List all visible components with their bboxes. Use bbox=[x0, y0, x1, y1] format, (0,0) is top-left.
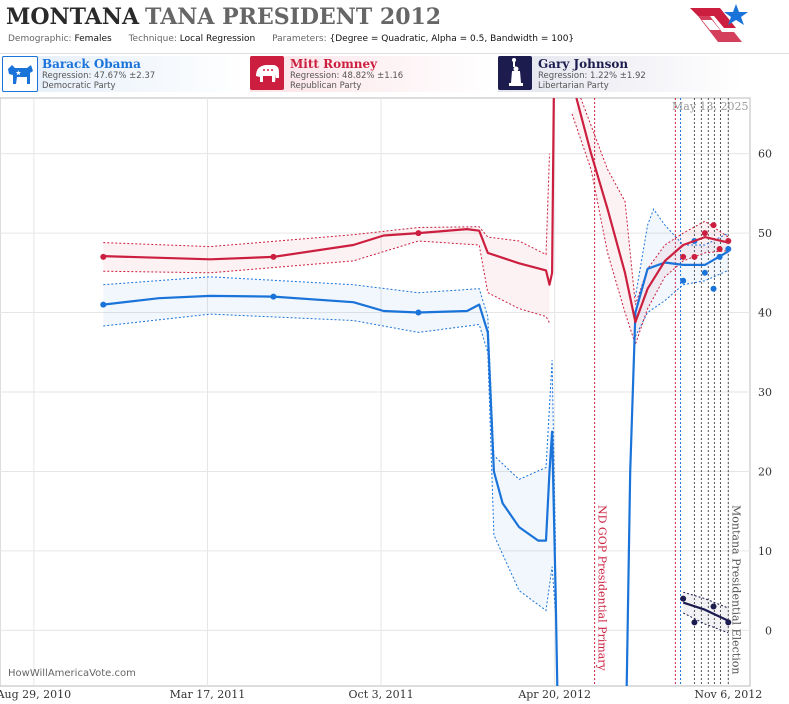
data-point-gary-johnson bbox=[691, 619, 698, 626]
candidate-party: Democratic Party bbox=[42, 81, 116, 91]
data-point-barack-obama bbox=[716, 253, 723, 260]
x-tick-label: Mar 17, 2011 bbox=[170, 688, 246, 701]
parameters-line: Demographic: Females Technique: Local Re… bbox=[8, 34, 588, 44]
series-line-gary-johnson bbox=[682, 601, 729, 622]
series-line-barack-obama bbox=[625, 250, 729, 686]
band-lower bbox=[682, 612, 729, 634]
confidence-band bbox=[683, 592, 729, 633]
data-point-barack-obama bbox=[725, 245, 732, 252]
x-tick-label: Apr 20, 2012 bbox=[517, 688, 591, 701]
data-point-mitt-romney bbox=[691, 253, 698, 260]
title-state: MONTANA bbox=[6, 4, 140, 30]
candidate-name: Mitt Romney bbox=[290, 57, 378, 71]
legend-obama[interactable]: Barack Obama Regression: 47.67% ±2.37 De… bbox=[2, 56, 247, 92]
y-tick-label: 20 bbox=[758, 465, 772, 478]
demographic-label: Demographic: bbox=[8, 34, 72, 44]
y-tick-label: 50 bbox=[758, 227, 772, 240]
data-point-mitt-romney bbox=[100, 253, 107, 260]
data-point-gary-johnson bbox=[680, 595, 687, 602]
y-tick-label: 40 bbox=[758, 307, 772, 320]
legend-johnson[interactable]: Gary Johnson Regression: 1.22% ±1.92 Lib… bbox=[498, 56, 743, 92]
plot-content bbox=[100, 98, 732, 686]
series-line-mitt-romney bbox=[575, 98, 729, 324]
data-point-mitt-romney bbox=[716, 245, 723, 252]
data-point-mitt-romney bbox=[270, 253, 277, 260]
candidate-name: Barack Obama bbox=[42, 57, 141, 71]
elephant-icon bbox=[250, 56, 284, 90]
candidate-party: Republican Party bbox=[290, 81, 362, 91]
confidence-band bbox=[103, 276, 556, 615]
event-label: Montana Presidential Election bbox=[729, 505, 742, 674]
technique-label: Technique: bbox=[128, 34, 177, 44]
watermark: HowWillAmericaVote.com bbox=[8, 668, 136, 679]
band-upper bbox=[580, 98, 729, 305]
header: MONTANA TANA PRESIDENT 2012 Demographic: … bbox=[0, 0, 789, 50]
candidate-regression: Regression: 47.67% ±2.37 bbox=[42, 71, 156, 81]
donkey-icon bbox=[2, 56, 38, 92]
x-tick-label: Oct 3, 2011 bbox=[349, 688, 414, 701]
data-point-barack-obama bbox=[100, 301, 107, 308]
y-tick-label: 30 bbox=[758, 386, 772, 399]
band-upper bbox=[103, 153, 550, 256]
legend-romney[interactable]: Mitt Romney Regression: 48.82% ±1.16 Rep… bbox=[250, 56, 495, 92]
data-point-mitt-romney bbox=[725, 238, 732, 245]
band-lower bbox=[103, 240, 550, 324]
candidate-regression: Regression: 1.22% ±1.92 bbox=[538, 71, 646, 81]
data-point-mitt-romney bbox=[415, 230, 422, 237]
data-point-mitt-romney bbox=[680, 253, 687, 260]
parameters-value: {Degree = Quadratic, Alpha = 0.5, Bandwi… bbox=[329, 34, 575, 44]
grid: 0 10 20 30 40 50 60 Aug 29, 2010 Mar 17, 2011 Oct… bbox=[0, 98, 772, 701]
confidence-band bbox=[103, 153, 550, 323]
candidate-legend: Barack Obama Regression: 47.67% ±2.37 De… bbox=[0, 53, 789, 94]
poll-chart: 0 10 20 30 40 50 60 Aug 29, 2010 Mar 17, 2011 Oct… bbox=[0, 97, 772, 701]
band-upper bbox=[634, 208, 729, 297]
parameters-label: Parameters: bbox=[272, 34, 327, 44]
data-point-gary-johnson bbox=[710, 603, 717, 610]
data-point-barack-obama bbox=[701, 269, 708, 276]
statue-of-liberty-icon bbox=[498, 56, 532, 90]
x-tick-label: Aug 29, 2010 bbox=[0, 688, 71, 701]
x-tick-label: Nov 6, 2012 bbox=[694, 688, 762, 701]
data-point-mitt-romney bbox=[710, 222, 717, 229]
page-title: MONTANA TANA PRESIDENT 2012 bbox=[6, 4, 441, 30]
y-tick-label: 10 bbox=[758, 545, 772, 558]
candidate-name: Gary Johnson bbox=[538, 57, 629, 71]
date-stamp: May 13, 2025 bbox=[672, 100, 749, 113]
data-point-barack-obama bbox=[270, 293, 277, 300]
candidate-regression: Regression: 48.82% ±1.16 bbox=[290, 71, 404, 81]
data-point-gary-johnson bbox=[725, 619, 732, 626]
data-point-barack-obama bbox=[415, 309, 422, 316]
demographic-value: Females bbox=[74, 34, 112, 44]
confidence-band bbox=[572, 98, 729, 345]
data-point-barack-obama bbox=[680, 277, 687, 284]
band-upper bbox=[103, 276, 557, 551]
y-tick-label: 0 bbox=[765, 624, 772, 637]
y-tick-label: 60 bbox=[758, 148, 772, 161]
data-point-barack-obama bbox=[710, 285, 717, 292]
title-rest: TANA PRESIDENT 2012 bbox=[145, 4, 442, 30]
site-logo-icon[interactable] bbox=[688, 2, 750, 46]
data-point-mitt-romney bbox=[701, 230, 708, 237]
series-line-mitt-romney bbox=[103, 98, 555, 286]
candidate-party: Libertarian Party bbox=[538, 81, 609, 91]
event-label: ND GOP Presidential Primary bbox=[596, 505, 609, 672]
technique-value: Local Regression bbox=[179, 34, 256, 44]
